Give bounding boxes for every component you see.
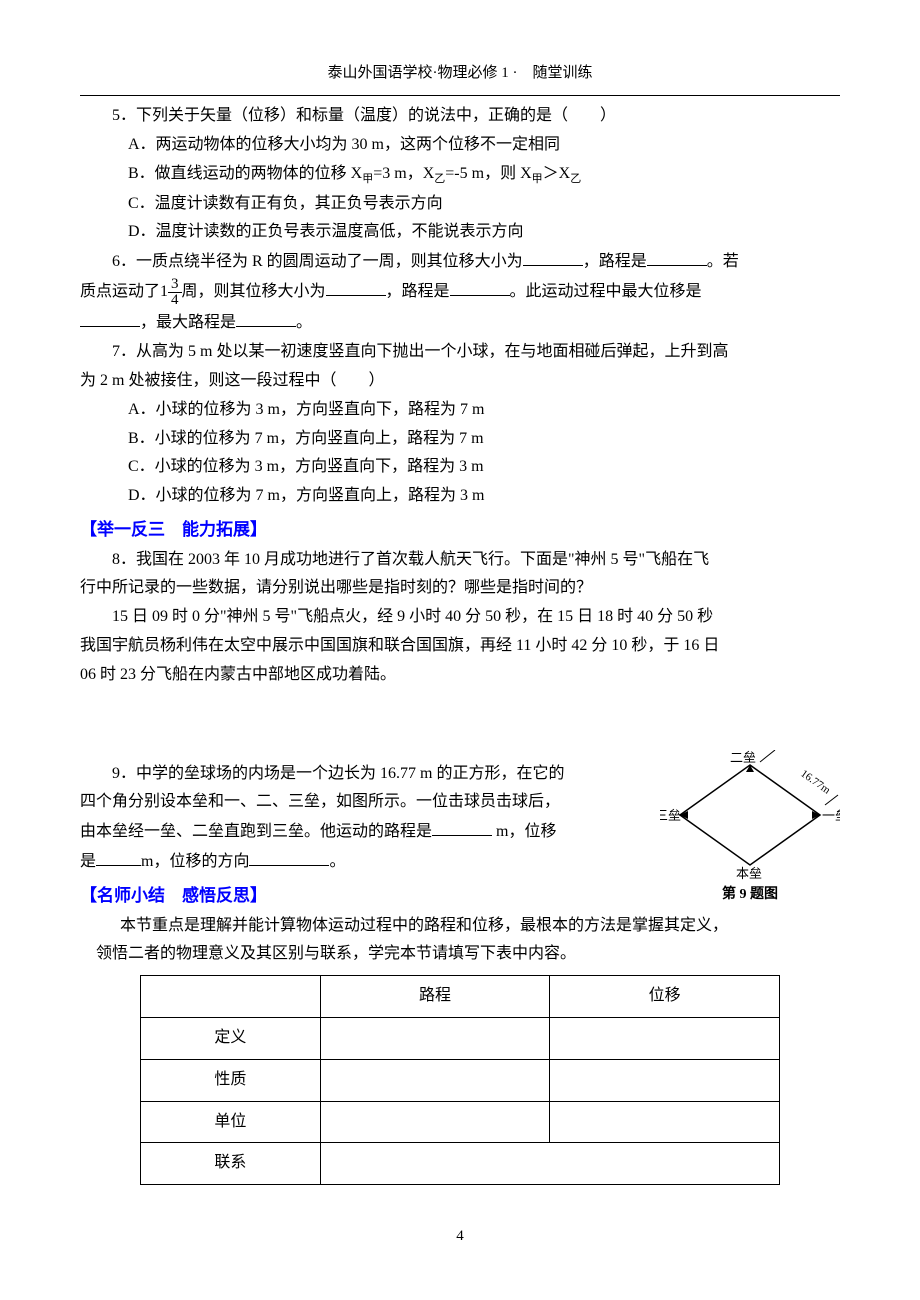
table-row: 联系	[141, 1143, 780, 1185]
q5-option-d: D．温度计读数的正负号表示温度高低，不能说表示方向	[80, 218, 840, 247]
q9-blank2[interactable]	[96, 847, 141, 866]
q6-frac-num: 3	[168, 277, 182, 293]
q6-l2-end: 。此运动过程中最大位移是	[510, 283, 702, 300]
table-row: 性质	[141, 1059, 780, 1101]
section-heading-2: 【举一反三 能力拓展】	[80, 515, 840, 546]
table-cell[interactable]	[320, 1018, 550, 1060]
q8-p2b: 我国宇航员杨利伟在太空中展示中国国旗和联合国国旗，再经 11 小时 42 分 1…	[80, 632, 840, 661]
q5b-mid2: =-5 m，则 X	[445, 165, 531, 182]
table-header-col1: 路程	[320, 976, 550, 1018]
baseball-diamond-icon: 二垒 一垒 三垒 本垒 16.77m	[660, 750, 840, 880]
q7-option-a: A．小球的位移为 3 m，方向竖直向下，路程为 7 m	[80, 396, 840, 425]
q5-stem: 5．下列关于矢量（位移）和标量（温度）的说法中，正确的是（ ）	[80, 102, 840, 131]
table-row2-label: 性质	[141, 1059, 321, 1101]
summary-p2: 领悟二者的物理意义及其区别与联系，学完本节请填写下表中内容。	[80, 940, 840, 969]
q9-figure-caption: 第 9 题图	[660, 882, 840, 907]
q9-l4-mid: m，位移的方向	[141, 853, 249, 870]
q6-l3-mid: ，最大路程是	[140, 314, 236, 331]
table-header-row: 路程 位移	[141, 976, 780, 1018]
q7-option-c: C．小球的位移为 3 m，方向竖直向下，路程为 3 m	[80, 453, 840, 482]
q6-blank4[interactable]	[450, 277, 510, 296]
q6-blank5[interactable]	[80, 308, 140, 327]
q6-frac-den: 4	[168, 293, 182, 308]
table-row4-label: 联系	[141, 1143, 321, 1185]
table-cell[interactable]	[320, 1143, 779, 1185]
table-row: 单位	[141, 1101, 780, 1143]
q6-l1-mid: ，路程是	[583, 253, 647, 270]
q6-l2-pre: 质点运动了	[80, 283, 160, 300]
table-cell[interactable]	[320, 1059, 550, 1101]
label-bottom: 本垒	[736, 866, 762, 880]
q7-stem2: 为 2 m 处被接住，则这一段过程中（ ）	[80, 367, 840, 396]
q5-option-a: A．两运动物体的位移大小均为 30 m，这两个位移不一定相同	[80, 131, 840, 160]
q5b-text: B．做直线运动的两物体的位移 X	[128, 165, 362, 182]
q5b-sub2: 乙	[434, 173, 445, 185]
q7-option-b: B．小球的位移为 7 m，方向竖直向上，路程为 7 m	[80, 425, 840, 454]
q6-l3-end: 。	[296, 314, 312, 331]
table-row1-label: 定义	[141, 1018, 321, 1060]
label-edge: 16.77m	[798, 767, 833, 796]
label-top: 二垒	[730, 750, 756, 765]
q9-l3-pre: 由本垒经一垒、二垒直跑到三垒。他运动的路程是	[80, 823, 432, 840]
q9-line1: 9．中学的垒球场的内场是一个边长为 16.77 m 的正方形，在它的	[80, 760, 650, 789]
q6-blank3[interactable]	[326, 277, 386, 296]
table-row: 定义	[141, 1018, 780, 1060]
q5-option-c: C．温度计读数有正有负，其正负号表示方向	[80, 190, 840, 219]
q6-l1-pre: 6．一质点绕半径为 R 的圆周运动了一周，则其位移大小为	[112, 253, 523, 270]
q6-fraction: 34	[168, 277, 182, 308]
table-row3-label: 单位	[141, 1101, 321, 1143]
q9-line3: 由本垒经一垒、二垒直跑到三垒。他运动的路程是 m，位移	[80, 817, 650, 847]
table-cell[interactable]	[550, 1018, 780, 1060]
q6-line1: 6．一质点绕半径为 R 的圆周运动了一周，则其位移大小为 ，路程是 。若	[80, 247, 840, 277]
q6-line3: ，最大路程是 。	[80, 308, 840, 338]
q6-frac-whole: 1	[160, 283, 168, 300]
q9-l4-pre: 是	[80, 853, 96, 870]
q8-p1b: 行中所记录的一些数据，请分别说出哪些是指时刻的？哪些是指时间的？	[80, 574, 840, 603]
label-right: 一垒	[822, 808, 840, 823]
q9-blank1[interactable]	[432, 817, 492, 836]
q7-option-d: D．小球的位移为 7 m，方向竖直向上，路程为 3 m	[80, 482, 840, 511]
q9-container: 二垒 一垒 三垒 本垒 16.77m 第 9 题图 9．中学的垒球场的内场是一个…	[80, 760, 840, 878]
q9-figure: 二垒 一垒 三垒 本垒 16.77m 第 9 题图	[660, 750, 840, 907]
q8-p2c: 06 时 23 分飞船在内蒙古中部地区成功着陆。	[80, 661, 840, 690]
q8-p2a: 15 日 09 时 0 分"神州 5 号"飞船点火，经 9 小时 40 分 50…	[80, 603, 840, 632]
page-header: 泰山外国语学校·物理必修 1 · 随堂训练	[80, 60, 840, 87]
q8-p1a: 8．我国在 2003 年 10 月成功地进行了首次载人航天飞行。下面是"神州 5…	[80, 546, 840, 575]
table-cell[interactable]	[320, 1101, 550, 1143]
q6-l2-mid1: 周，则其位移大小为	[182, 283, 326, 300]
q6-blank6[interactable]	[236, 308, 296, 327]
table-header-col2: 位移	[550, 976, 780, 1018]
header-divider	[80, 95, 840, 96]
q6-blank2[interactable]	[647, 247, 707, 266]
summary-p1: 本节重点是理解并能计算物体运动过程中的路程和位移，最根本的方法是掌握其定义，	[80, 912, 840, 941]
q9-l4-end: 。	[329, 853, 345, 870]
q7-stem1: 7．从高为 5 m 处以某一初速度竖直向下抛出一个小球，在与地面相碰后弹起，上升…	[80, 338, 840, 367]
q5b-mid3: ＞X	[543, 165, 571, 182]
q6-l2-mid2: ，路程是	[386, 283, 450, 300]
q6-line2: 质点运动了134周，则其位移大小为 ，路程是 。此运动过程中最大位移是	[80, 277, 840, 308]
q9-line2: 四个角分别设本垒和一、二、三垒，如图所示。一位击球员击球后，	[80, 788, 650, 817]
q9-line4: 是 m，位移的方向 。	[80, 847, 650, 877]
q9-blank3[interactable]	[249, 847, 329, 866]
page-number: 4	[0, 1223, 920, 1250]
q5b-sub4: 乙	[570, 173, 581, 185]
q5-option-b: B．做直线运动的两物体的位移 X甲=3 m，X乙=-5 m，则 X甲＞X乙	[80, 160, 840, 190]
q6-blank1[interactable]	[523, 247, 583, 266]
q9-l3-mid: m，位移	[492, 823, 556, 840]
summary-table: 路程 位移 定义 性质 单位 联系	[140, 975, 780, 1185]
table-cell[interactable]	[550, 1101, 780, 1143]
q5b-sub1: 甲	[362, 173, 373, 185]
table-header-empty	[141, 976, 321, 1018]
table-cell[interactable]	[550, 1059, 780, 1101]
label-left: 三垒	[660, 808, 681, 823]
q5b-mid1: =3 m，X	[373, 165, 434, 182]
q5b-sub3: 甲	[532, 173, 543, 185]
q6-l1-end: 。若	[707, 253, 739, 270]
